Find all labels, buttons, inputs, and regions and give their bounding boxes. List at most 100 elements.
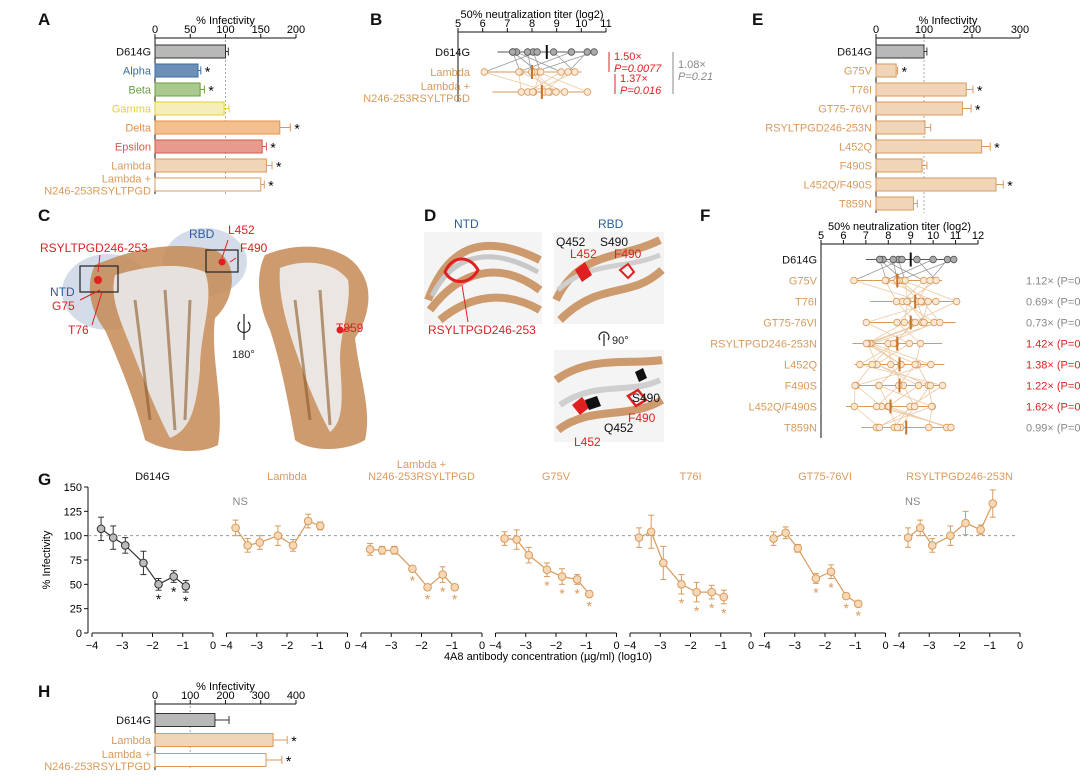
panel-a-row-label: Lambda + N246-253RSYLTPGD [44, 174, 151, 198]
panel-g-x-tick-label: −2 [281, 640, 294, 652]
panel-e-row-label: L452Q [839, 142, 872, 154]
panel-g-y-tick-label: 150 [64, 482, 82, 494]
panel-f-data-point [868, 360, 876, 369]
panel-g-significance-star: * [171, 583, 177, 599]
panel-g-x-label: 4A8 antibody concentration (µg/ml) (log1… [444, 651, 652, 663]
panel-g-y-tick-label: 25 [70, 604, 82, 616]
panel-f-tick-label: 11 [950, 230, 961, 242]
panel-a-row-label: Beta [128, 85, 152, 97]
panel-f-row-label: T76I [795, 297, 817, 309]
panel-g-subplot-title: G75V [542, 471, 571, 483]
panel-g-data-point [408, 564, 417, 574]
panel-f-pair-line [888, 406, 947, 428]
panel-f-pair-line [878, 385, 932, 407]
panel-h-row-label: Lambda + N246-253RSYLTPGD [44, 749, 151, 773]
panel-c-rotation-label: 180° [232, 349, 255, 361]
panel-f-data-point [893, 423, 902, 432]
panel-f-data-point [917, 297, 925, 306]
panel-c-rsyl-label: RSYLTPGD246-253 [40, 241, 148, 255]
panel-b-pair-line [553, 51, 576, 73]
panel-letter-d: D [424, 206, 437, 225]
panel-g-significance-star: * [856, 608, 862, 624]
panel-d-structure [424, 232, 665, 442]
panel-g-data-point [841, 591, 851, 601]
panel-g-data-point [646, 527, 656, 537]
panel-g-subplot-title: GT75-76VI [798, 471, 852, 483]
panel-b-tick-label: 10 [575, 18, 587, 30]
panel-f-pair-line [916, 259, 937, 281]
panel-d-rbd-label: RBD [598, 217, 624, 231]
panel-g-y-tick-label: 0 [76, 628, 82, 640]
panel-b-data-point [552, 88, 560, 96]
panel-g-significance-star: * [709, 600, 715, 616]
panel-f-tick-label: 7 [863, 230, 869, 242]
panel-f-pair-line [876, 385, 900, 407]
panel-g-significance-star: * [721, 605, 727, 621]
panel-g-data-point [961, 518, 970, 528]
panel-f-stat-label: 0.73× (P=0.08) [1026, 318, 1080, 330]
panel-f-data-point [943, 255, 952, 264]
panel-g-significance-star: * [679, 595, 685, 611]
panel-e-row-label: F490S [840, 161, 872, 173]
panel-e-row-label: G75V [844, 66, 873, 78]
panel-e-bar [875, 82, 967, 97]
panel-e-bar [875, 63, 897, 78]
panel-f-tick-label: 10 [927, 230, 939, 242]
panel-g-subplot-title: Lambda [267, 471, 308, 483]
panel-f-row-label: D614G [782, 255, 817, 267]
panel-d-s490-label: S490 [600, 235, 628, 249]
panel-f-pair-line [866, 322, 910, 344]
panel-letter-e: E [752, 10, 764, 29]
panel-b-data-point [508, 48, 517, 56]
panel-g-x-tick-label: −3 [385, 640, 398, 652]
panel-g-data-point [793, 544, 803, 553]
panel-letter-b: B [370, 10, 383, 29]
panel-g-x-tick-label: 0 [748, 640, 754, 652]
panel-f-data-point [889, 255, 897, 264]
panel-b-data-point [544, 88, 552, 96]
panel-d-f490-lower: F490 [628, 411, 656, 425]
panel-b-data-point [549, 48, 558, 56]
panel-f-stat-label: 0.69× (P=0.26) [1026, 297, 1080, 309]
panel-b-row-label: Lambda [430, 67, 471, 79]
panel-g-x-tick-label: 0 [1017, 640, 1023, 652]
panel-g-x-tick-label: −4 [86, 640, 99, 652]
panel-f-data-point [903, 297, 911, 306]
panel-f-row-label: L452Q/F490S [749, 402, 818, 414]
panel-f-stat-label: 1.42× (P=0.027) [1026, 339, 1080, 351]
panel-b-data-point [583, 88, 592, 96]
panel-f-data-point [850, 276, 858, 285]
panel-g-data-point [915, 523, 925, 533]
panel-f-tick-label: 9 [908, 230, 914, 242]
panel-f-data-point [856, 360, 864, 369]
panel-a-row-label: Gamma [112, 104, 152, 116]
panel-f-stat-label: 1.38× (P=0.0005) [1026, 360, 1080, 372]
panel-h-bar [154, 713, 216, 727]
panel-h-axis-title: % Infectivity [196, 681, 255, 693]
panel-g-subplot-title: D614G [135, 471, 170, 483]
panel-g-x-tick-label: −2 [146, 640, 159, 652]
panel-g-subplot-title: T76I [679, 471, 701, 483]
panel-g-significance-star: * [425, 591, 431, 607]
panel-g-y-tick-label: 50 [70, 579, 82, 591]
panel-f-data-point [851, 381, 859, 390]
panel-b-data-point [567, 48, 576, 56]
panel-b-data-point [557, 68, 565, 76]
panel-f-axis-title: 50% neutralization titer (log2) [828, 221, 971, 233]
panel-g-data-point [584, 589, 594, 599]
panel-g-x-tick-label: −4 [893, 640, 906, 652]
panel-g-x-tick-label: −4 [220, 640, 233, 652]
panel-e-bar [875, 196, 914, 211]
panel-f-data-point [926, 381, 935, 390]
panel-f-pair-line [902, 385, 915, 407]
panel-e-tick-label: 200 [963, 24, 981, 36]
panel-g-data-point [303, 516, 313, 526]
panel-f-data-point [881, 276, 890, 285]
panel-g-data-point [438, 570, 447, 579]
panel-b-data-point [515, 68, 523, 76]
panel-f-data-point [932, 297, 940, 306]
panel-g-x-tick-label: −1 [849, 640, 862, 652]
panel-d-f490-label: F490 [614, 247, 642, 261]
panel-f-data-point [900, 318, 909, 327]
panel-c-t76-label: T76 [68, 323, 89, 337]
